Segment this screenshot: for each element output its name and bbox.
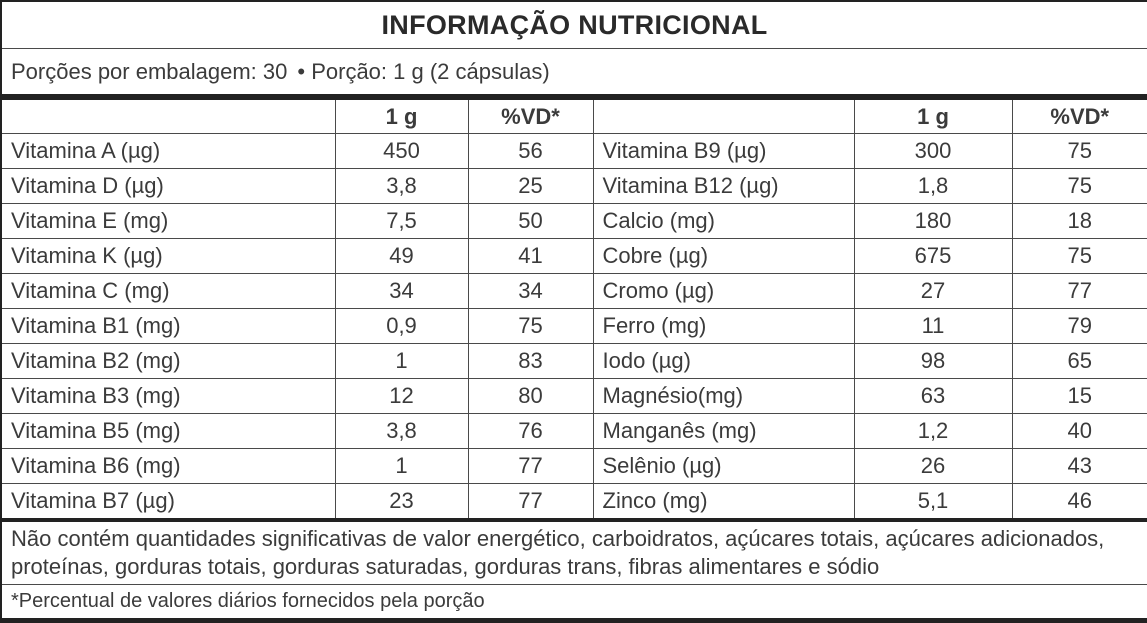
nutrient-amount: 1 [334,448,469,484]
no-significant-amounts-note: Não contém quantidades significativas de… [0,519,1147,585]
nutrient-dv: 25 [467,168,594,204]
nutrient-dv: 15 [1011,378,1147,414]
nutrient-name: Vitamina B9 (µg) [592,133,855,169]
nutrient-dv: 41 [467,238,594,274]
nutrient-dv: 34 [467,273,594,309]
bullet-separator: • [297,58,306,84]
nutrient-dv: 75 [1011,238,1147,274]
nutrient-name: Cromo (µg) [592,273,855,309]
nutrient-dv: 80 [467,378,594,414]
nutrient-name: Vitamina B1 (mg) [0,308,336,344]
table-row: Vitamina B2 (mg) 1 83 Iodo (µg) 98 65 [0,343,1147,379]
nutrient-name: Calcio (mg) [592,203,855,239]
nutrient-dv: 50 [467,203,594,239]
nutrient-name: Vitamina B2 (mg) [0,343,336,379]
nutrient-name: Vitamina K (µg) [0,238,336,274]
nutrient-amount: 26 [853,448,1013,484]
nutrient-dv: 77 [1011,273,1147,309]
nutrient-dv: 76 [467,413,594,449]
serving-row: Porções por embalagem: 30 • Porção: 1 g (… [0,48,1147,100]
table-row: Vitamina B1 (mg) 0,9 75 Ferro (mg) 11 79 [0,308,1147,344]
nutrient-dv: 46 [1011,483,1147,522]
serving-info: Porções por embalagem: 30 • Porção: 1 g (… [0,48,1147,100]
nutrient-name: Vitamina D (µg) [0,168,336,204]
header-empty-left [0,96,336,134]
nutrient-dv: 77 [467,483,594,522]
nutrient-dv: 77 [467,448,594,484]
nutrient-name: Manganês (mg) [592,413,855,449]
table-row: Vitamina E (mg) 7,5 50 Calcio (mg) 180 1… [0,203,1147,239]
nutrient-amount: 300 [853,133,1013,169]
nutrient-amount: 34 [334,273,469,309]
nutrient-amount: 98 [853,343,1013,379]
nutrient-dv: 75 [1011,133,1147,169]
header-amount-left: 1 g [334,96,469,134]
nutrient-dv: 79 [1011,308,1147,344]
nutrient-amount: 11 [853,308,1013,344]
table-row: Vitamina B6 (mg) 1 77 Selênio (µg) 26 43 [0,448,1147,484]
nutrient-name: Iodo (µg) [592,343,855,379]
nutrient-amount: 3,8 [334,413,469,449]
column-header-row: 1 g %VD* 1 g %VD* [0,96,1147,134]
table-row: Vitamina B5 (mg) 3,8 76 Manganês (mg) 1,… [0,413,1147,449]
table-row: Vitamina A (µg) 450 56 Vitamina B9 (µg) … [0,133,1147,169]
nutrient-amount: 450 [334,133,469,169]
nutrient-amount: 1,8 [853,168,1013,204]
header-empty-right [592,96,855,134]
nutrient-name: Vitamina B6 (mg) [0,448,336,484]
nutrient-name: Vitamina B3 (mg) [0,378,336,414]
nutrient-amount: 3,8 [334,168,469,204]
table-row: Vitamina B3 (mg) 12 80 Magnésio(mg) 63 1… [0,378,1147,414]
footnote-row: Não contém quantidades significativas de… [0,519,1147,585]
nutrient-name: Zinco (mg) [592,483,855,522]
nutrient-dv: 43 [1011,448,1147,484]
table-row: Vitamina D (µg) 3,8 25 Vitamina B12 (µg)… [0,168,1147,204]
servings-per-package: Porções por embalagem: 30 [11,58,288,84]
nutrient-amount: 5,1 [853,483,1013,522]
header-dv-left: %VD* [467,96,594,134]
dv-note-row: *Percentual de valores diários fornecido… [0,584,1147,621]
nutrient-dv: 83 [467,343,594,379]
header-dv-right: %VD* [1011,96,1147,134]
nutrient-name: Cobre (µg) [592,238,855,274]
nutrient-amount: 180 [853,203,1013,239]
nutrient-amount: 63 [853,378,1013,414]
nutrient-name: Vitamina B5 (mg) [0,413,336,449]
nutrient-name: Magnésio(mg) [592,378,855,414]
daily-values-note: *Percentual de valores diários fornecido… [0,584,1147,621]
nutrient-name: Vitamina A (µg) [0,133,336,169]
nutrient-amount: 0,9 [334,308,469,344]
header-amount-right: 1 g [853,96,1013,134]
nutrient-name: Vitamina E (mg) [0,203,336,239]
table-row: Vitamina B7 (µg) 23 77 Zinco (mg) 5,1 46 [0,483,1147,522]
table-title: INFORMAÇÃO NUTRICIONAL [0,0,1147,49]
nutrient-amount: 675 [853,238,1013,274]
nutrient-dv: 75 [467,308,594,344]
nutrient-dv: 65 [1011,343,1147,379]
table-row: Vitamina K (µg) 49 41 Cobre (µg) 675 75 [0,238,1147,274]
nutrient-amount: 12 [334,378,469,414]
nutrient-amount: 1,2 [853,413,1013,449]
nutrient-amount: 49 [334,238,469,274]
table-row: Vitamina C (mg) 34 34 Cromo (µg) 27 77 [0,273,1147,309]
nutrient-name: Ferro (mg) [592,308,855,344]
nutrient-dv: 75 [1011,168,1147,204]
nutrient-amount: 7,5 [334,203,469,239]
nutrient-name: Vitamina B12 (µg) [592,168,855,204]
nutrient-amount: 1 [334,343,469,379]
nutrient-name: Vitamina B7 (µg) [0,483,336,522]
nutrient-name: Selênio (µg) [592,448,855,484]
nutrient-amount: 27 [853,273,1013,309]
nutrient-dv: 56 [467,133,594,169]
serving-size: Porção: 1 g (2 cápsulas) [311,58,550,84]
title-row: INFORMAÇÃO NUTRICIONAL [0,0,1147,49]
nutrient-dv: 18 [1011,203,1147,239]
nutrient-dv: 40 [1011,413,1147,449]
nutrient-amount: 23 [334,483,469,522]
nutrient-name: Vitamina C (mg) [0,273,336,309]
